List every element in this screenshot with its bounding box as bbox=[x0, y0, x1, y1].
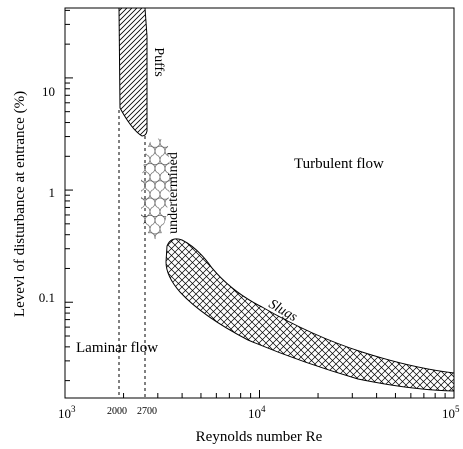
turbulent-flow-label: Turbulent flow bbox=[294, 156, 384, 172]
puffs-label: Puffs bbox=[151, 47, 166, 76]
x-axis-title: Reynolds number Re bbox=[196, 429, 323, 445]
x-label-2700: 2700 bbox=[137, 406, 157, 417]
puffs-region bbox=[118, 7, 148, 137]
undetermined-region bbox=[141, 138, 171, 241]
laminar-flow-label: Laminar flow bbox=[76, 340, 158, 356]
dashed-lines bbox=[118, 110, 146, 398]
x-tick-label-1e4: 104 bbox=[248, 404, 266, 421]
x-tick-label-1e5: 105 bbox=[442, 404, 460, 421]
y-tick-label-0.1: 0.1 bbox=[39, 290, 55, 305]
undetermined-label: undertermined bbox=[166, 152, 181, 234]
x-label-2000: 2000 bbox=[107, 406, 127, 417]
slugs-region bbox=[165, 238, 455, 392]
y-tick-label-10: 10 bbox=[42, 84, 55, 99]
x-axis-ticks bbox=[64, 390, 455, 398]
y-axis-title: Levevl of disturbance at entrance (%) bbox=[12, 91, 28, 317]
y-axis-ticks bbox=[65, 9, 73, 382]
y-tick-label-1: 1 bbox=[49, 185, 56, 200]
x-tick-label-1e3: 103 bbox=[58, 404, 76, 421]
